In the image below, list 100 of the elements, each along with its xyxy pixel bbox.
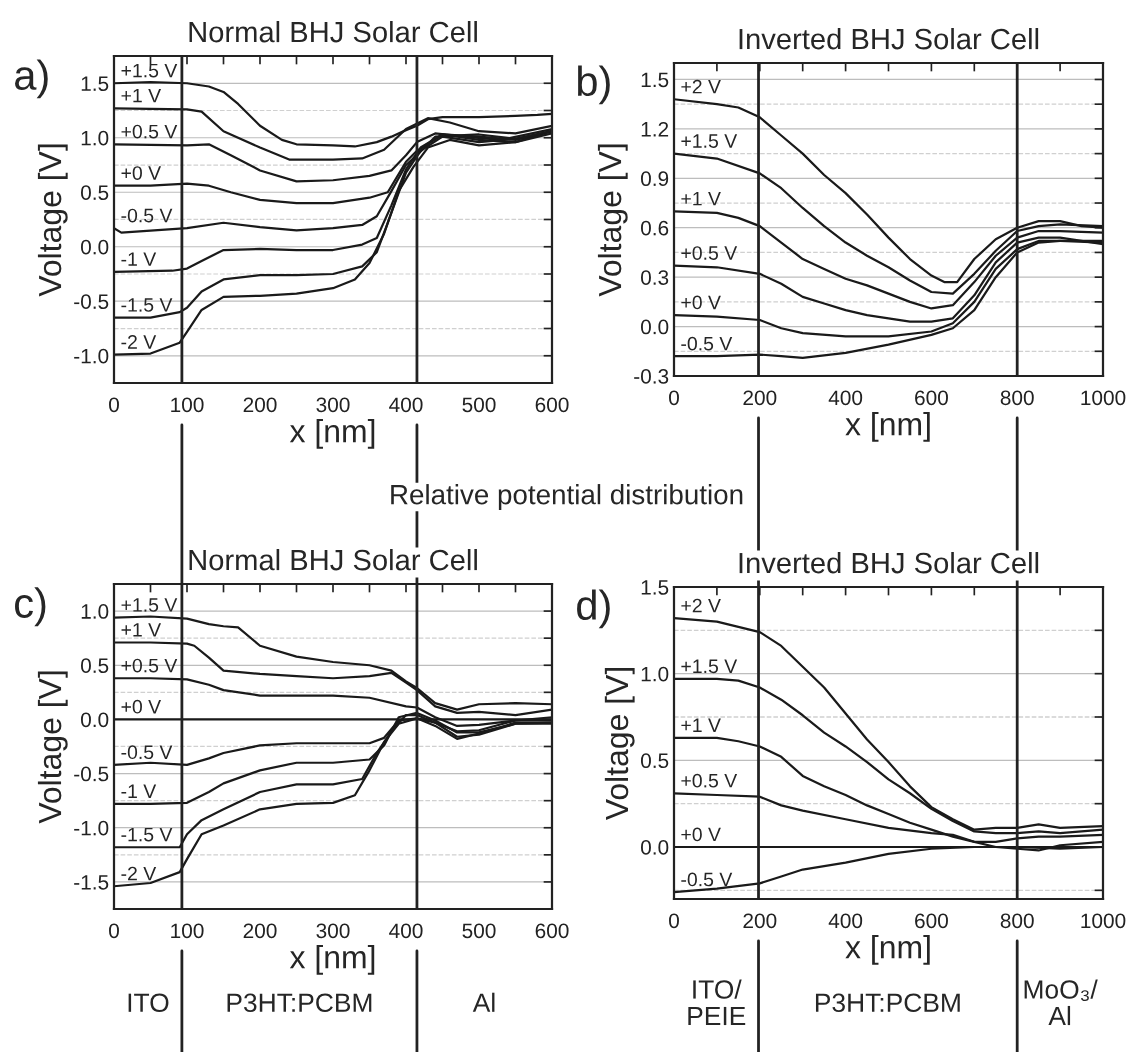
x-tick-label: 800	[1000, 913, 1034, 929]
y-tick-label: 1.5	[641, 580, 669, 595]
text: P3HT:PCBM	[227, 993, 372, 1013]
series-label: +0.5 V	[681, 773, 738, 788]
x-tick-label: 1000	[1081, 390, 1126, 406]
y-tick-label: 0.5	[640, 753, 669, 769]
x-tick-label: 300	[316, 397, 350, 413]
x-tick-label: 600	[915, 913, 948, 929]
x-tick-label: 0	[669, 913, 679, 929]
series-label: +0 V	[121, 699, 162, 714]
chart-title: Normal BHJ Solar Cell	[189, 548, 477, 571]
series-label: -0.5 V	[121, 745, 173, 760]
y-tick-label: 1.0	[81, 604, 109, 619]
y-axis-title: Voltage [V]	[37, 144, 68, 297]
y-tick-label: 1.0	[81, 130, 109, 146]
series-label: -0.5 V	[681, 872, 733, 887]
x-tick-label: 400	[389, 397, 423, 413]
chart-title: Inverted BHJ Solar Cell	[739, 27, 1039, 50]
x-axis-title: x [nm]	[845, 412, 930, 442]
series-label: +1.5 V	[681, 659, 738, 674]
series-label: +0.5 V	[121, 124, 178, 139]
series-label: +0 V	[681, 827, 721, 842]
x-tick-label: 200	[243, 397, 277, 413]
x-tick-label: 600	[535, 397, 569, 413]
y-tick-label: 0.5	[80, 185, 109, 200]
legend-label: +1.5 V	[121, 63, 178, 78]
series-label: +1.5 V	[681, 134, 738, 148]
series-label: +0.5 V	[121, 658, 178, 673]
text: Relative potential distribution	[391, 484, 743, 510]
x-tick-label: 200	[743, 913, 777, 929]
x-tick-label: 600	[535, 923, 569, 939]
y-tick-label: 0.0	[640, 319, 669, 335]
y-tick-label: -0.5	[74, 294, 109, 309]
x-tick-label: 400	[389, 923, 423, 939]
y-tick-label: 0.9	[640, 171, 669, 187]
x-tick-label: 800	[1000, 390, 1034, 406]
text: ITO	[128, 993, 169, 1013]
series-label: -2 V	[121, 866, 157, 881]
series-label: +0 V	[681, 295, 721, 310]
chart-title: Inverted BHJ Solar Cell	[739, 551, 1039, 574]
text: Al	[472, 992, 495, 1012]
y-tick-label: -1.0	[74, 820, 109, 836]
series-label: +1 V	[121, 88, 162, 103]
y-tick-label: 1.5	[641, 72, 669, 88]
x-tick-label: 100	[171, 923, 204, 939]
y-axis-title: Voltage [V]	[37, 671, 68, 824]
x-axis-title: x [nm]	[289, 945, 375, 975]
x-tick-label: 300	[316, 923, 350, 939]
y-tick-label: 0.0	[640, 840, 669, 855]
series-label: -1 V	[121, 252, 157, 266]
x-tick-label: 200	[743, 390, 777, 406]
text: c)	[15, 587, 46, 627]
y-tick-label: -0.5	[74, 766, 109, 782]
x-tick-label: 500	[462, 923, 496, 939]
text: P3HT:PCBM	[815, 993, 960, 1013]
x-tick-label: 400	[828, 390, 863, 406]
y-tick-label: 0.6	[640, 220, 669, 236]
y-tick-label: 0.5	[80, 658, 109, 673]
x-axis-title: x [nm]	[289, 419, 375, 449]
series-label: -1.5 V	[121, 298, 173, 312]
series-label: -1 V	[121, 784, 157, 798]
series-label: -0.5 V	[121, 208, 173, 223]
y-axis-title: Voltage [V]	[597, 144, 628, 297]
text: MoO₃/ Al	[1024, 979, 1098, 1026]
series-label: -1.5 V	[121, 827, 173, 842]
series-label: +0 V	[121, 166, 162, 180]
y-tick-label: -1.0	[74, 348, 109, 364]
y-tick-label: 0.0	[80, 239, 109, 255]
y-tick-label: 0.0	[80, 712, 109, 728]
x-tick-label: 500	[462, 397, 496, 413]
y-axis-title: Voltage [V]	[604, 668, 635, 821]
x-tick-label: 0	[669, 390, 679, 406]
x-tick-label: 200	[243, 923, 277, 939]
series-label: -0.5 V	[681, 336, 733, 351]
series-label: +1 V	[681, 718, 721, 732]
series-label: +1 V	[681, 191, 721, 206]
series-label: -2 V	[121, 335, 157, 349]
y-tick-label: 1.5	[81, 76, 109, 91]
legend-label: +2 V	[681, 598, 721, 613]
series-label: +0.5 V	[681, 246, 738, 260]
x-tick-label: 0	[109, 923, 119, 939]
legend-label: +1.5 V	[121, 598, 178, 612]
text: d)	[577, 589, 610, 629]
x-tick-label: 1000	[1081, 913, 1126, 929]
x-axis-title: x [nm]	[845, 935, 930, 965]
y-tick-label: -1.5	[74, 875, 109, 890]
text: a)	[15, 59, 48, 99]
chart-title: Normal BHJ Solar Cell	[189, 20, 477, 43]
y-tick-label: 1.2	[641, 121, 669, 137]
series-label: +1 V	[121, 623, 162, 637]
text: ITO/ PEIE	[688, 979, 746, 1026]
x-tick-label: 0	[109, 397, 119, 413]
y-tick-label: -0.3	[634, 369, 669, 384]
legend-label: +2 V	[681, 79, 721, 94]
text: b)	[578, 65, 610, 105]
y-tick-label: 0.3	[640, 270, 669, 285]
x-tick-label: 600	[915, 390, 948, 406]
y-tick-label: 1.0	[641, 666, 669, 682]
x-tick-label: 100	[171, 397, 204, 413]
x-tick-label: 400	[828, 913, 863, 929]
